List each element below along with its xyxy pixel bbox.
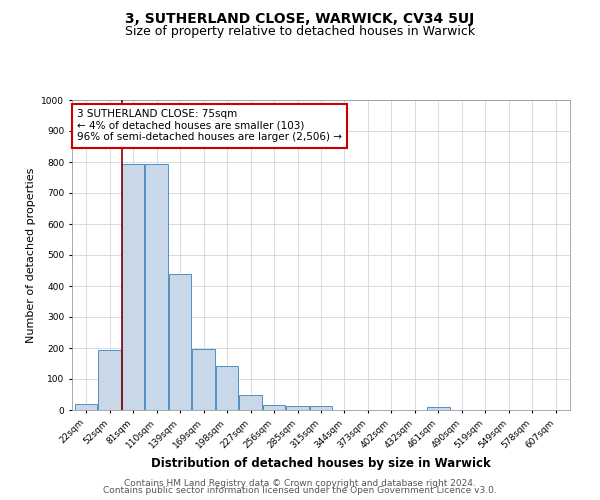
Bar [193, 349, 215, 410]
Text: 3 SUTHERLAND CLOSE: 75sqm
← 4% of detached houses are smaller (103)
96% of semi-: 3 SUTHERLAND CLOSE: 75sqm ← 4% of detach… [77, 110, 342, 142]
Bar [169, 274, 191, 410]
Bar [98, 350, 121, 410]
Text: 3, SUTHERLAND CLOSE, WARWICK, CV34 5UJ: 3, SUTHERLAND CLOSE, WARWICK, CV34 5UJ [125, 12, 475, 26]
Bar [310, 406, 332, 410]
Bar [145, 164, 168, 410]
X-axis label: Distribution of detached houses by size in Warwick: Distribution of detached houses by size … [151, 456, 491, 469]
Bar [427, 407, 449, 410]
Bar [122, 164, 144, 410]
Y-axis label: Number of detached properties: Number of detached properties [26, 168, 36, 342]
Bar [216, 366, 238, 410]
Text: Size of property relative to detached houses in Warwick: Size of property relative to detached ho… [125, 25, 475, 38]
Bar [286, 406, 308, 410]
Bar [239, 395, 262, 410]
Bar [75, 404, 97, 410]
Bar [263, 404, 285, 410]
Text: Contains HM Land Registry data © Crown copyright and database right 2024.: Contains HM Land Registry data © Crown c… [124, 478, 476, 488]
Text: Contains public sector information licensed under the Open Government Licence v3: Contains public sector information licen… [103, 486, 497, 495]
